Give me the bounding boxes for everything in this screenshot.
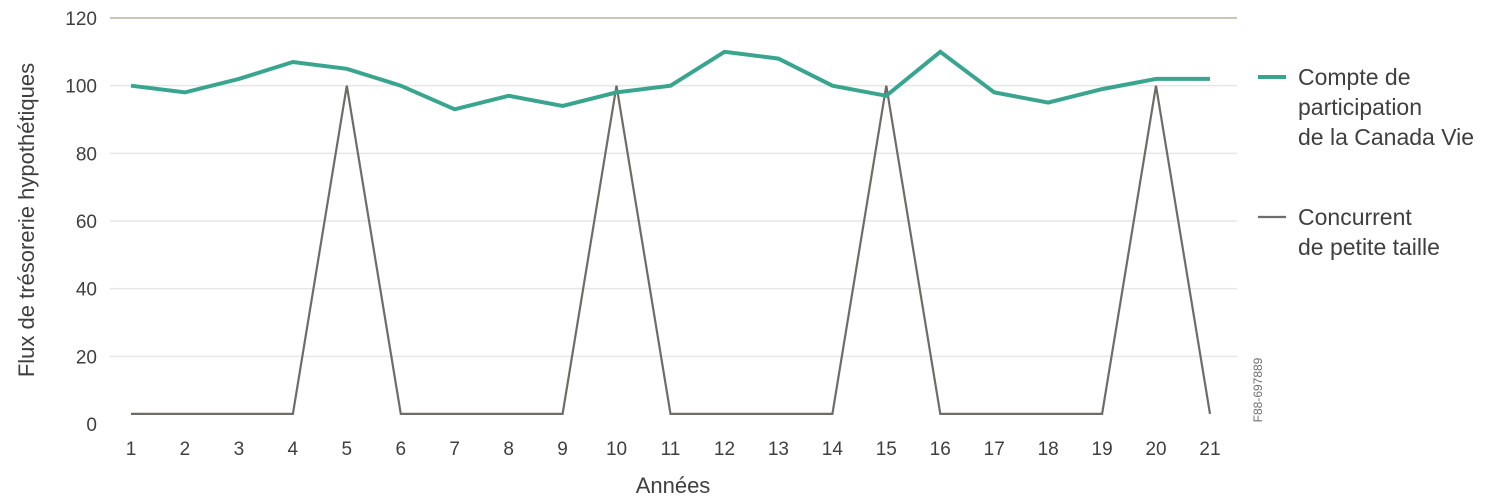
x-tick-label: 18 <box>1038 439 1059 460</box>
y-tick-label: 0 <box>86 415 97 436</box>
legend-label: Compte de <box>1298 64 1411 90</box>
x-axis-title: Années <box>636 473 711 498</box>
x-tick-label: 12 <box>714 439 735 460</box>
legend-label: de la Canada Vie <box>1298 124 1474 150</box>
x-tick-label: 14 <box>822 439 844 460</box>
y-tick-label: 80 <box>76 144 97 165</box>
x-tick-label: 20 <box>1145 439 1166 460</box>
legend-label: de petite taille <box>1298 234 1440 260</box>
y-tick-label: 40 <box>76 280 97 301</box>
legend-label: participation <box>1298 94 1422 120</box>
legend: Compte de participation de la Canada Vie Co… <box>1258 64 1474 260</box>
y-tick-label: 60 <box>76 212 97 233</box>
x-tick-label: 1 <box>126 439 137 460</box>
x-tick-label: 11 <box>661 439 681 460</box>
grid-lines <box>110 17 1237 358</box>
x-tick-label: 10 <box>606 439 627 460</box>
y-tick-labels: 0 20 40 60 80 100 120 <box>65 9 97 436</box>
x-tick-label: 15 <box>876 439 897 460</box>
x-tick-label: 16 <box>930 439 951 460</box>
watermark-code: F88-697889 <box>1251 357 1265 422</box>
legend-label: Concurrent <box>1298 204 1412 230</box>
series-lines <box>130 49 1212 415</box>
x-tick-label: 7 <box>449 439 460 460</box>
x-tick-label: 17 <box>984 439 1005 460</box>
x-tick-label: 8 <box>503 439 514 460</box>
x-tick-label: 3 <box>234 439 245 460</box>
y-tick-label: 120 <box>65 9 97 30</box>
x-tick-label: 6 <box>395 439 406 460</box>
x-tick-label: 13 <box>768 439 789 460</box>
x-tick-label: 4 <box>288 439 299 460</box>
x-tick-label: 19 <box>1092 439 1113 460</box>
y-tick-label: 20 <box>76 347 97 368</box>
x-tick-label: 5 <box>342 439 353 460</box>
x-tick-labels: 1 2 3 4 5 6 7 8 9 10 11 12 13 14 15 16 17 18 19 20 21 <box>126 439 1221 460</box>
y-axis-title: Flux de trésorerie hypothétiques <box>14 63 39 377</box>
series-line-canada-vie <box>130 49 1210 112</box>
x-tick-label: 21 <box>1199 439 1220 460</box>
series-line-competitor <box>131 85 1212 415</box>
x-tick-label: 2 <box>180 439 191 460</box>
y-tick-label: 100 <box>65 77 97 98</box>
x-tick-label: 9 <box>557 439 568 460</box>
